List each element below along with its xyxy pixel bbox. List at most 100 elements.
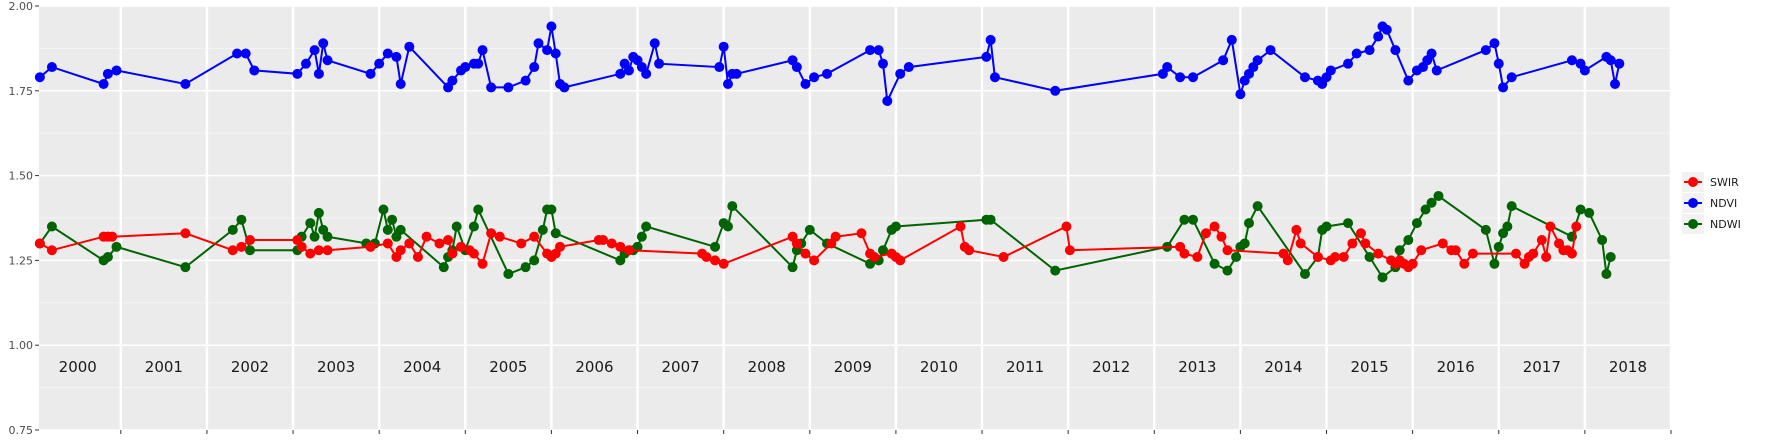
year-label: 2008: [748, 358, 786, 376]
data-point-swir: [623, 245, 634, 256]
data-point-swir: [606, 238, 617, 249]
data-point-swir: [1222, 245, 1233, 256]
data-point-ndwi: [1480, 224, 1491, 235]
data-point-ndwi: [1377, 272, 1388, 283]
data-point-swir: [305, 248, 316, 259]
data-point-swir: [494, 231, 505, 242]
data-point-ndvi: [102, 68, 113, 79]
data-point-swir: [1450, 245, 1461, 256]
data-point-ndwi: [1252, 201, 1263, 212]
data-point-ndwi: [313, 207, 324, 218]
data-point-ndwi: [1426, 197, 1437, 208]
series-ndwi: [34, 190, 1616, 283]
data-point-ndvi: [903, 62, 914, 73]
data-point-swir: [1347, 238, 1358, 249]
data-point-ndwi: [244, 245, 255, 256]
data-point-swir: [1064, 245, 1075, 256]
data-point-ndvi: [447, 75, 458, 86]
data-point-swir: [1355, 228, 1366, 239]
data-point-ndwi: [520, 262, 531, 273]
data-point-ndwi: [309, 231, 320, 242]
data-point-ndwi: [727, 201, 738, 212]
data-point-ndwi: [636, 231, 647, 242]
data-point-ndwi: [438, 262, 449, 273]
data-point-ndwi: [305, 218, 316, 229]
data-point-swir: [791, 238, 802, 249]
data-point-ndvi: [1364, 45, 1375, 56]
year-label: 2003: [317, 358, 355, 376]
data-point-ndvi: [1390, 45, 1401, 56]
data-point-ndwi: [1575, 204, 1586, 215]
data-point-ndwi: [1403, 235, 1414, 246]
data-point-ndvi: [249, 65, 260, 76]
data-point-ndwi: [632, 241, 643, 252]
data-point-swir: [1192, 252, 1203, 263]
data-point-ndwi: [710, 241, 721, 252]
data-point-swir: [1407, 258, 1418, 269]
data-point-swir: [443, 235, 454, 246]
series-swir: [34, 221, 1582, 273]
data-point-ndwi: [537, 224, 548, 235]
data-point-ndvi: [292, 68, 303, 79]
data-point-ndwi: [1597, 235, 1608, 246]
data-point-ndvi: [809, 72, 820, 83]
data-point-ndvi: [322, 55, 333, 66]
data-point-swir: [1459, 258, 1470, 269]
data-point-swir: [809, 255, 820, 266]
data-point-ndwi: [1244, 218, 1255, 229]
data-point-swir: [227, 245, 238, 256]
data-point-ndwi: [550, 228, 561, 239]
data-point-ndvi: [1175, 72, 1186, 83]
y-tick-label: 1.50: [9, 170, 34, 183]
data-point-swir: [1416, 245, 1427, 256]
data-point-ndwi: [1239, 238, 1250, 249]
data-point-swir: [1312, 252, 1323, 263]
data-point-swir: [516, 238, 527, 249]
y-tick-label: 2.00: [9, 0, 34, 13]
data-point-ndwi: [236, 214, 247, 225]
data-point-ndvi: [1506, 72, 1517, 83]
data-point-ndwi: [227, 224, 238, 235]
y-tick-label: 1.00: [9, 339, 34, 352]
data-point-swir: [800, 248, 811, 259]
data-point-swir: [404, 238, 415, 249]
data-point-ndwi: [1209, 258, 1220, 269]
year-label: 2001: [145, 358, 183, 376]
data-point-swir: [1291, 224, 1302, 235]
data-point-ndvi: [542, 45, 553, 56]
data-point-swir: [1360, 238, 1371, 249]
data-point-ndwi: [1394, 245, 1405, 256]
data-point-ndvi: [533, 38, 544, 49]
data-point-ndvi: [318, 38, 329, 49]
data-point-ndwi: [1364, 252, 1375, 263]
data-point-swir: [1467, 248, 1478, 259]
year-label: 2004: [403, 358, 441, 376]
data-point-swir: [1536, 235, 1547, 246]
data-point-ndvi: [981, 51, 992, 62]
data-point-swir: [598, 235, 609, 246]
legend-key-point: [1688, 219, 1698, 229]
data-point-ndvi: [559, 82, 570, 93]
data-point-ndvi: [865, 45, 876, 56]
data-point-ndvi: [1325, 65, 1336, 76]
data-point-swir: [529, 231, 540, 242]
data-point-swir: [412, 252, 423, 263]
data-point-ndwi: [641, 221, 652, 232]
data-point-ndvi: [895, 68, 906, 79]
data-point-ndwi: [322, 231, 333, 242]
data-point-ndvi: [180, 79, 191, 90]
data-point-ndwi: [1188, 214, 1199, 225]
data-point-ndvi: [1252, 55, 1263, 66]
data-point-ndvi: [111, 65, 122, 76]
data-point-ndvi: [404, 41, 415, 52]
data-point-swir: [1295, 238, 1306, 249]
data-point-ndwi: [1222, 265, 1233, 276]
data-point-swir: [244, 235, 255, 246]
year-label: 2016: [1437, 358, 1475, 376]
data-point-ndvi: [654, 58, 665, 69]
year-label: 2007: [662, 358, 700, 376]
data-point-ndvi: [240, 48, 251, 59]
data-point-swir: [180, 228, 191, 239]
data-point-ndvi: [882, 95, 893, 106]
data-point-ndvi: [1265, 45, 1276, 56]
